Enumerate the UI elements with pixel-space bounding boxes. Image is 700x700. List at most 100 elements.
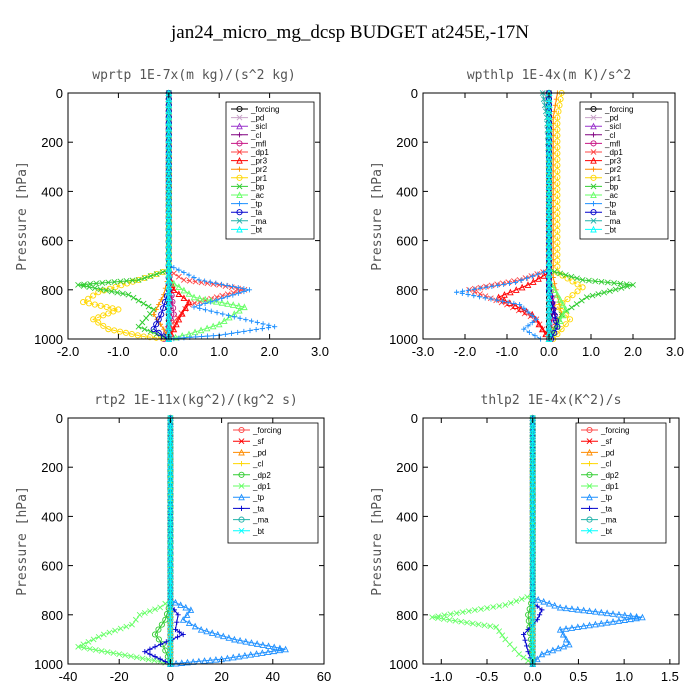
legend-label: _ma [250, 217, 267, 226]
legend: _forcing _sf _pd _cl _dp2 _dp1 _tp _ta _ma _bt [575, 422, 667, 544]
data-point [118, 282, 125, 289]
data-point [529, 491, 536, 498]
data-point [100, 322, 107, 329]
series-dp1 [466, 90, 552, 342]
data-point [529, 508, 536, 515]
data-point [115, 306, 122, 313]
data-point [106, 629, 113, 636]
data-point [246, 287, 253, 293]
series-bt [165, 89, 173, 343]
data-point [609, 618, 617, 625]
data-point [241, 288, 247, 295]
legend-label: _forcing [604, 105, 633, 114]
data-point [529, 450, 536, 457]
data-point [208, 308, 214, 314]
data-point [464, 619, 470, 626]
data-point [129, 278, 136, 285]
series-bt [545, 89, 553, 343]
data-point [147, 328, 154, 335]
legend-label: _pd [250, 114, 264, 123]
data-point [529, 514, 536, 521]
data-point [506, 641, 513, 648]
data-point [583, 294, 590, 301]
legend-label: _pr1 [604, 174, 622, 183]
legend-marker [586, 483, 593, 489]
data-point [241, 303, 248, 311]
data-point [481, 622, 488, 629]
data-point [580, 622, 587, 630]
x-tick-label: -3.0 [412, 344, 434, 359]
data-point [97, 302, 104, 309]
data-point [241, 651, 249, 659]
legend-label: _sf [600, 437, 612, 446]
data-point [264, 648, 272, 655]
data-point [529, 614, 536, 621]
y-tick-label: 400 [396, 184, 418, 199]
data-point [80, 641, 87, 648]
data-point [529, 520, 536, 527]
data-point [153, 271, 160, 278]
data-point [100, 631, 107, 638]
data-point [595, 291, 602, 298]
data-point [103, 303, 110, 311]
data-point [609, 610, 617, 617]
data-point [507, 288, 514, 296]
data-point [554, 233, 561, 240]
data-point [119, 290, 126, 297]
data-point [220, 311, 226, 317]
data-point [568, 273, 575, 280]
data-point [228, 330, 235, 336]
y-tick-label: 200 [41, 135, 63, 150]
data-point [95, 289, 102, 296]
data-point [139, 655, 146, 662]
legend-marker [586, 471, 593, 478]
data-point [230, 292, 236, 298]
data-point [147, 272, 154, 280]
data-point [592, 278, 599, 285]
data-point [529, 313, 535, 319]
y-axis-label: Pressure [hPa] [15, 486, 30, 596]
x-tick-label: 1.5 [661, 669, 679, 684]
data-point [167, 579, 174, 585]
data-point [135, 323, 142, 330]
data-point [529, 573, 536, 580]
legend-marker [590, 217, 597, 224]
plot-frame [67, 417, 325, 665]
data-point [112, 283, 119, 291]
data-point [265, 642, 272, 650]
data-point [597, 619, 605, 627]
data-point [175, 273, 182, 280]
data-point [125, 291, 132, 298]
data-point [565, 640, 573, 648]
data-point [270, 647, 278, 655]
data-point [182, 603, 190, 611]
legend-label: _sf [252, 437, 264, 446]
data-point [554, 150, 561, 157]
data-point [529, 479, 536, 486]
data-point [554, 156, 561, 163]
legend-label: _dp1 [252, 482, 271, 491]
data-point [551, 268, 558, 275]
data-point [435, 615, 441, 622]
x-tick-label: 20 [214, 669, 228, 684]
data-point [505, 299, 511, 305]
data-point [162, 658, 168, 665]
y-tick-label: 1000 [389, 332, 418, 347]
data-point [85, 300, 93, 307]
data-point [475, 621, 482, 628]
data-point [157, 656, 163, 662]
x-tick-label: -1.0 [430, 669, 452, 684]
data-point [529, 502, 536, 509]
data-point [586, 607, 593, 614]
data-point [111, 327, 118, 334]
data-point [222, 331, 228, 337]
data-point [146, 334, 153, 341]
data-point [556, 603, 564, 611]
data-point [562, 321, 569, 328]
data-point [627, 615, 635, 623]
legend-label: _mfl [604, 139, 620, 148]
data-point [219, 632, 227, 640]
legend-marker [238, 516, 245, 523]
data-point [186, 272, 192, 278]
data-point [172, 598, 179, 606]
